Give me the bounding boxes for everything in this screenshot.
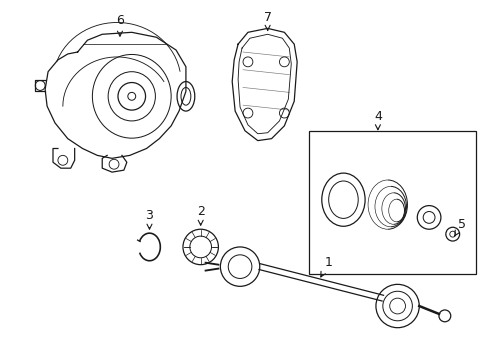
Bar bbox=[308, 131, 475, 274]
Text: 3: 3 bbox=[145, 209, 153, 229]
Text: 1: 1 bbox=[320, 256, 332, 277]
Text: 2: 2 bbox=[196, 205, 204, 225]
Text: 7: 7 bbox=[263, 11, 271, 30]
Text: 6: 6 bbox=[116, 14, 123, 36]
Text: 4: 4 bbox=[373, 109, 381, 130]
Text: 5: 5 bbox=[454, 218, 465, 236]
